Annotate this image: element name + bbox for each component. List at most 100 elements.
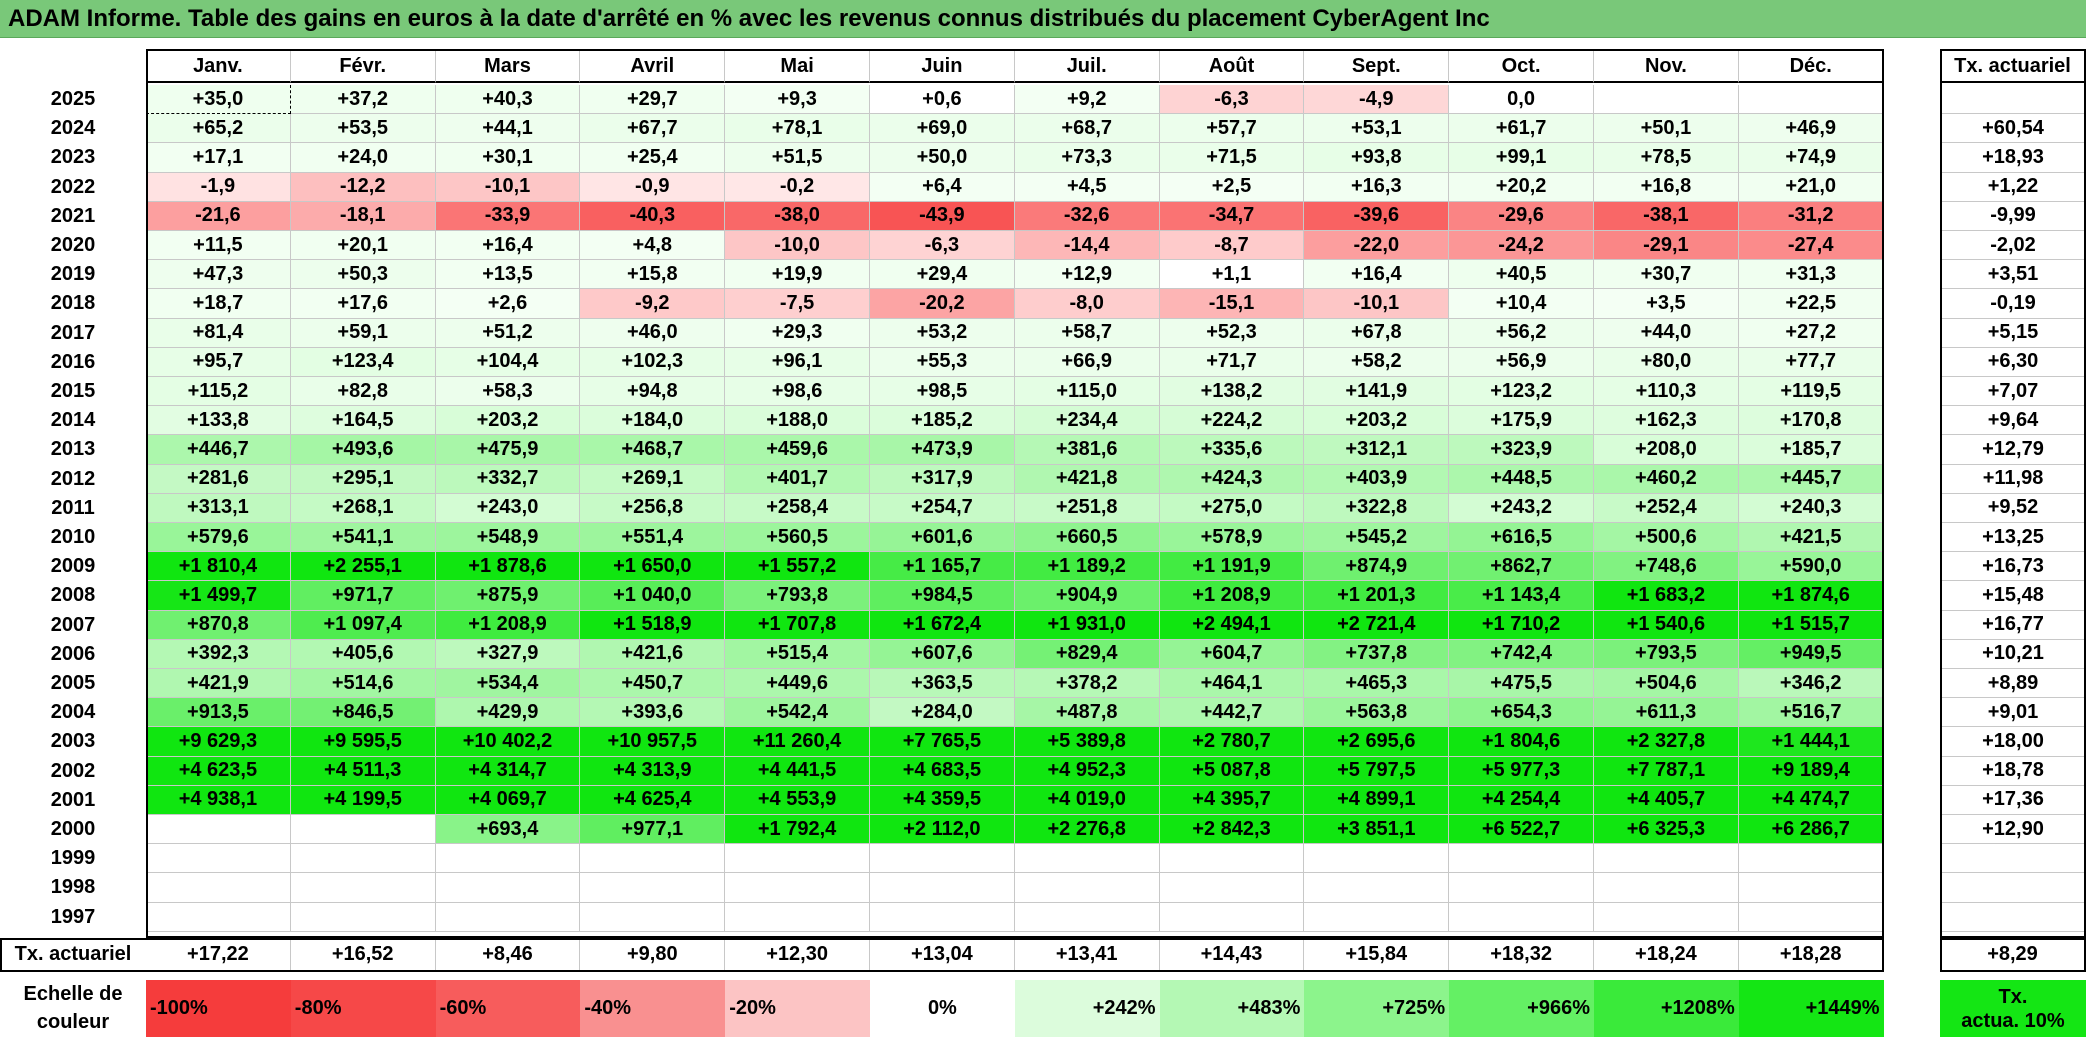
- table-cell: -7,5: [725, 289, 870, 319]
- table-cell: +560,5: [725, 523, 870, 553]
- table-cell: +4 474,7: [1738, 785, 1884, 815]
- table-cell: +551,4: [580, 523, 726, 553]
- table-cell: +123,2: [1449, 377, 1594, 407]
- table-cell: [290, 844, 436, 874]
- table-cell: +82,8: [290, 377, 436, 407]
- table-cell: +46,9: [1738, 114, 1884, 144]
- table-cell: -24,2: [1449, 231, 1594, 261]
- table-cell: +275,0: [1159, 493, 1305, 523]
- table-cell: +4 019,0: [1014, 785, 1160, 815]
- annual-rate-cell: +6,30: [1940, 347, 2086, 377]
- annual-rate-cell: +15,48: [1940, 581, 2086, 611]
- table-cell: +47,3: [146, 260, 291, 290]
- table-cell: 0,0: [1449, 85, 1594, 115]
- table-cell: +493,6: [290, 435, 436, 465]
- annual-rate-cell: +9,01: [1940, 698, 2086, 728]
- table-cell: +541,1: [290, 523, 436, 553]
- table-cell: +429,9: [435, 698, 581, 728]
- month-header: Mars: [435, 49, 581, 83]
- table-cell: -22,0: [1304, 231, 1450, 261]
- year-label: 2006: [0, 639, 146, 669]
- table-cell: +464,1: [1159, 669, 1305, 699]
- table-cell: +12,9: [1014, 260, 1160, 290]
- table-cell: +460,2: [1594, 464, 1739, 494]
- table-cell: +611,3: [1594, 698, 1739, 728]
- table-cell: -6,3: [870, 231, 1015, 261]
- table-cell: +2,5: [1159, 172, 1305, 202]
- table-cell: +74,9: [1738, 143, 1884, 173]
- annual-rate-cell: [1940, 844, 2086, 874]
- year-label: 2020: [0, 231, 146, 261]
- table-cell: +61,7: [1449, 114, 1594, 144]
- table-cell: +542,4: [725, 698, 870, 728]
- table-cell: +22,5: [1738, 289, 1884, 319]
- table-cell: +1 650,0: [580, 552, 726, 582]
- table-cell: +208,0: [1594, 435, 1739, 465]
- table-cell: +175,9: [1449, 406, 1594, 436]
- footer-rate-cell: +12,30: [725, 937, 870, 972]
- table-cell: +9 595,5: [290, 727, 436, 757]
- table-cell: +378,2: [1014, 669, 1160, 699]
- annual-rate-cell: [1940, 85, 2086, 115]
- table-cell: -21,6: [146, 201, 291, 231]
- table-cell: +188,0: [725, 406, 870, 436]
- table-cell: -10,0: [725, 231, 870, 261]
- table-cell: +381,6: [1014, 435, 1160, 465]
- table-cell: +393,6: [580, 698, 726, 728]
- table-cell: +52,3: [1159, 318, 1305, 348]
- table-cell: +578,9: [1159, 523, 1305, 553]
- table-cell: +401,7: [725, 464, 870, 494]
- table-cell: +16,3: [1304, 172, 1450, 202]
- month-header: Déc.: [1738, 49, 1884, 83]
- table-cell: +4 199,5: [290, 785, 436, 815]
- year-label: 2001: [0, 785, 146, 815]
- table-cell: +31,3: [1738, 260, 1884, 290]
- table-cell: +224,2: [1159, 406, 1305, 436]
- legend-swatch: +483%: [1159, 980, 1305, 1037]
- table-cell: +37,2: [290, 85, 436, 115]
- table-cell: +17,6: [290, 289, 436, 319]
- table-cell: -10,1: [1304, 289, 1450, 319]
- table-cell: +10,4: [1449, 289, 1594, 319]
- table-cell: -31,2: [1738, 201, 1884, 231]
- table-cell: +332,7: [435, 464, 581, 494]
- table-cell: +2 842,3: [1159, 815, 1305, 845]
- table-cell: +516,7: [1738, 698, 1884, 728]
- table-cell: [1159, 902, 1305, 932]
- table-cell: +73,3: [1014, 143, 1160, 173]
- table-cell: +4 683,5: [870, 756, 1015, 786]
- year-label: 2010: [0, 523, 146, 553]
- table-cell: +46,0: [580, 318, 726, 348]
- table-cell: -38,0: [725, 201, 870, 231]
- table-cell: +445,7: [1738, 464, 1884, 494]
- table-cell: +616,5: [1449, 523, 1594, 553]
- table-cell: +11,5: [146, 231, 291, 261]
- legend-swatch: 0%: [870, 980, 1015, 1037]
- table-cell: [290, 902, 436, 932]
- table-cell: +793,5: [1594, 639, 1739, 669]
- table-cell: +3 851,1: [1304, 815, 1450, 845]
- table-cell: +4,5: [1014, 172, 1160, 202]
- table-cell: +50,1: [1594, 114, 1739, 144]
- table-cell: +102,3: [580, 347, 726, 377]
- table-cell: [146, 844, 291, 874]
- table-cell: -15,1: [1159, 289, 1305, 319]
- table-cell: +58,2: [1304, 347, 1450, 377]
- table-cell: +1 804,6: [1449, 727, 1594, 757]
- table-cell: +742,4: [1449, 639, 1594, 669]
- table-cell: +251,8: [1014, 493, 1160, 523]
- table-cell: +284,0: [870, 698, 1015, 728]
- table-cell: +254,7: [870, 493, 1015, 523]
- table-cell: +96,1: [725, 347, 870, 377]
- table-cell: +607,6: [870, 639, 1015, 669]
- year-label: 2023: [0, 143, 146, 173]
- table-cell: +55,3: [870, 347, 1015, 377]
- table-cell: -6,3: [1159, 85, 1305, 115]
- table-cell: +203,2: [435, 406, 581, 436]
- table-cell: +392,3: [146, 639, 291, 669]
- table-cell: +1 707,8: [725, 610, 870, 640]
- table-cell: [1594, 85, 1739, 115]
- table-cell: [870, 844, 1015, 874]
- table-cell: +327,9: [435, 639, 581, 669]
- table-cell: +94,8: [580, 377, 726, 407]
